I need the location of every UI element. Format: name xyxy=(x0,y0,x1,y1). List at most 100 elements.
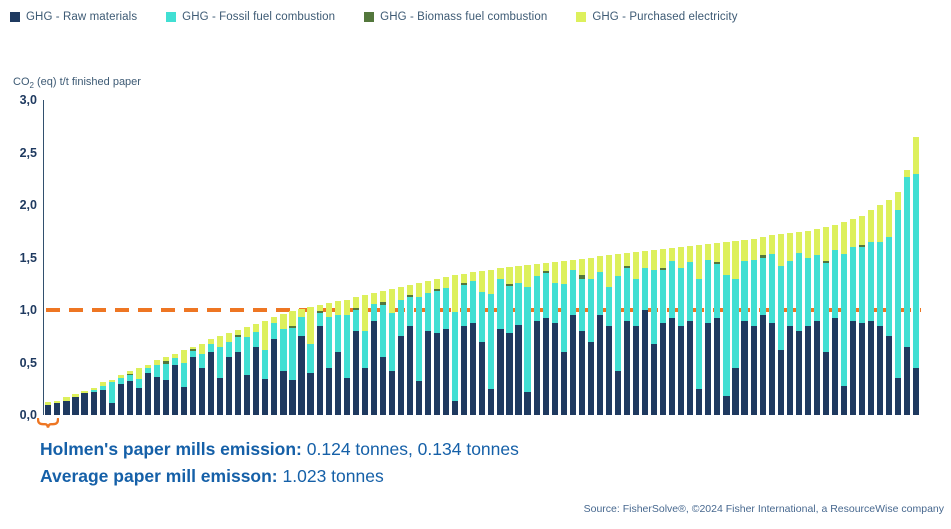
bar-segment xyxy=(551,282,558,323)
bar-segment xyxy=(497,278,504,329)
bar-segment xyxy=(488,294,495,389)
bar-segment xyxy=(849,247,857,321)
bar-segment xyxy=(542,318,549,415)
bar-segment xyxy=(759,236,766,256)
bar-segment xyxy=(840,254,848,386)
bar-segment xyxy=(569,259,576,271)
bar-segment xyxy=(470,322,477,415)
bar-segment xyxy=(488,388,495,415)
bar-segment xyxy=(660,268,667,271)
legend-swatch-icon xyxy=(166,12,177,22)
bar-segment xyxy=(415,381,423,415)
bar-segment xyxy=(90,387,97,390)
bar-segment xyxy=(569,315,576,415)
bar-segment xyxy=(370,293,377,304)
y-axis-title-prefix: CO xyxy=(13,76,30,88)
mill-emission-bar xyxy=(723,241,730,415)
bar-segment xyxy=(307,306,314,344)
bar-segment xyxy=(325,317,332,368)
bar-segment xyxy=(452,312,459,402)
bar-segment xyxy=(795,232,802,254)
mill-emission-bar xyxy=(714,242,721,415)
bar-segment xyxy=(804,257,811,326)
bar-segment xyxy=(379,357,386,415)
bar-segment xyxy=(587,257,594,279)
bar-segment xyxy=(280,328,287,371)
bar-segment xyxy=(614,370,622,415)
bar-segment xyxy=(886,336,893,415)
bar-segment xyxy=(470,272,477,281)
bar-segment xyxy=(795,253,802,331)
mill-emission-bar xyxy=(262,320,269,415)
bar-segment xyxy=(262,320,269,350)
mill-emission-bar xyxy=(913,136,920,415)
mill-emission-bar xyxy=(651,250,658,415)
mill-emission-bar xyxy=(54,401,61,415)
bar-segment xyxy=(904,346,911,415)
bar-segment xyxy=(443,328,450,415)
bar-segment xyxy=(189,357,197,415)
bar-segment xyxy=(235,335,242,338)
mill-emission-bar xyxy=(415,282,423,415)
bar-segment xyxy=(135,387,142,415)
mill-emission-bar xyxy=(904,170,911,415)
bar-segment xyxy=(732,240,739,279)
bar-segment xyxy=(849,218,857,247)
legend-swatch-icon xyxy=(364,12,375,22)
bar-segment xyxy=(307,343,314,373)
bar-segment xyxy=(289,327,296,381)
bar-segment xyxy=(461,282,468,285)
bar-segment xyxy=(126,370,133,375)
bar-segment xyxy=(877,241,884,326)
mill-emission-bar xyxy=(886,199,893,415)
mill-emission-bar xyxy=(741,239,748,415)
bar-segment xyxy=(623,320,631,415)
bar-segment xyxy=(569,270,576,316)
bar-segment xyxy=(153,364,160,378)
bar-segment xyxy=(660,270,667,323)
bar-segment xyxy=(705,259,712,323)
bar-segment xyxy=(651,250,658,271)
legend-item: GHG - Raw materials xyxy=(10,11,137,23)
mill-emission-bar xyxy=(660,249,667,415)
mill-emission-bar xyxy=(750,238,757,415)
bar-segment xyxy=(208,339,215,344)
legend-swatch-icon xyxy=(10,12,20,22)
bar-segment xyxy=(614,254,622,277)
bar-segment xyxy=(388,313,395,371)
bar-segment xyxy=(235,352,242,415)
y-axis-title: CO2 (eq) t/t finished paper xyxy=(13,76,141,90)
mill-emission-bar xyxy=(632,252,640,415)
bar-segment xyxy=(443,287,450,329)
bar-segment xyxy=(208,352,215,415)
mill-emission-bar xyxy=(542,262,549,415)
bar-segment xyxy=(370,303,377,321)
mill-emission-bar xyxy=(334,300,341,415)
mill-emission-bar xyxy=(144,364,151,415)
mill-emission-bar xyxy=(840,221,848,415)
mill-emission-bar xyxy=(678,247,685,415)
bar-segment xyxy=(108,382,115,404)
bar-segment xyxy=(479,341,486,415)
bar-segment xyxy=(578,331,585,415)
mill-emission-bar xyxy=(325,302,332,415)
mill-emission-bar xyxy=(515,265,522,415)
bar-segment xyxy=(253,346,260,415)
bar-segment xyxy=(298,317,305,337)
bar-segment xyxy=(406,297,414,326)
bar-segment xyxy=(352,310,359,331)
bar-segment xyxy=(759,315,766,415)
bar-segment xyxy=(126,374,133,376)
bar-segment xyxy=(171,364,179,415)
bar-segment xyxy=(271,339,278,415)
bar-segment xyxy=(244,375,251,415)
bar-segment xyxy=(289,380,296,415)
bar-segment xyxy=(822,260,829,263)
holmen-emission-value: 0.124 tonnes, 0.134 tonnes xyxy=(301,439,519,459)
bar-segment xyxy=(705,322,712,415)
mill-emission-bar xyxy=(45,402,52,415)
bar-segment xyxy=(777,234,784,266)
bar-segment xyxy=(289,325,296,328)
bar-segment xyxy=(587,341,594,415)
bar-segment xyxy=(786,260,793,326)
